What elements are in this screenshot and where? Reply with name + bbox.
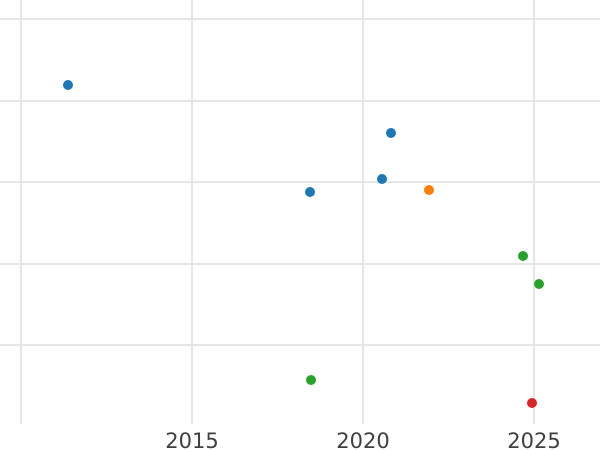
data-point-blue bbox=[305, 187, 315, 197]
horizontal-gridline bbox=[0, 100, 600, 102]
horizontal-gridline bbox=[0, 181, 600, 183]
data-point-blue bbox=[377, 174, 387, 184]
horizontal-gridline bbox=[0, 263, 600, 265]
data-point-orange bbox=[424, 185, 434, 195]
data-point-green bbox=[306, 375, 316, 385]
data-point-green bbox=[534, 279, 544, 289]
x-tick-label: 2015 bbox=[165, 429, 219, 450]
data-point-blue bbox=[386, 128, 396, 138]
data-point-green bbox=[518, 251, 528, 261]
x-tick-label: 2025 bbox=[507, 429, 561, 450]
plot-area bbox=[0, 0, 600, 424]
horizontal-gridline bbox=[0, 18, 600, 20]
data-point-red bbox=[527, 398, 537, 408]
horizontal-gridline bbox=[0, 344, 600, 346]
data-point-blue bbox=[63, 80, 73, 90]
vertical-gridline bbox=[20, 0, 22, 424]
x-tick-label: 2020 bbox=[336, 429, 390, 450]
vertical-gridline bbox=[191, 0, 193, 424]
vertical-gridline bbox=[362, 0, 364, 424]
vertical-gridline bbox=[533, 0, 535, 424]
